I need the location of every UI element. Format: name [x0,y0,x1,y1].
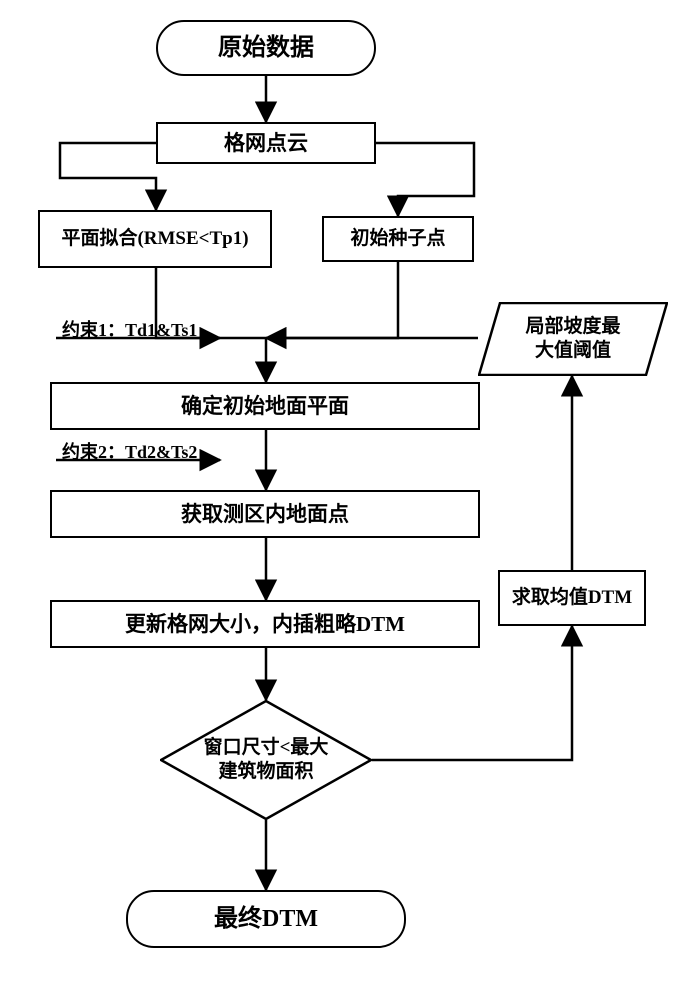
node-fit: 平面拟合(RMSE<Tp1) [38,210,272,268]
label-constraint-2-text: 约束2：Td2&Ts2 [62,442,197,462]
node-seed: 初始种子点 [322,216,474,262]
node-grid: 格网点云 [156,122,376,164]
connector-grid-to-seed [376,143,474,216]
node-slope: 局部坡度最 大值阈值 [478,302,668,376]
node-fit-text: 平面拟合(RMSE<Tp1) [61,227,248,251]
label-constraint-1: 约束1：Td1&Ts1 [62,316,197,342]
label-constraint-2: 约束2：Td2&Ts2 [62,438,197,464]
node-slope-text: 局部坡度最 大值阈值 [525,315,620,363]
node-update-text: 更新格网大小，内插粗略DTM [125,611,405,637]
node-avg: 求取均值DTM [498,570,646,626]
node-end-text: 最终DTM [214,904,318,934]
node-grid-text: 格网点云 [224,130,308,156]
node-decide: 窗口尺寸<最大 建筑物面积 [160,700,372,820]
node-plane: 确定初始地面平面 [50,382,480,430]
node-end: 最终DTM [126,890,406,948]
connector-seed-down [266,262,398,338]
node-seed-text: 初始种子点 [350,227,445,251]
node-start: 原始数据 [156,20,376,76]
node-ground: 获取测区内地面点 [50,490,480,538]
node-decide-text: 窗口尺寸<最大 建筑物面积 [204,736,329,784]
node-avg-text: 求取均值DTM [512,586,632,610]
connector-grid-to-fit [60,143,156,210]
node-ground-text: 获取测区内地面点 [181,501,349,527]
node-update: 更新格网大小，内插粗略DTM [50,600,480,648]
flowchart-canvas: 原始数据 格网点云 平面拟合(RMSE<Tp1) 初始种子点 确定初始地面平面 … [0,0,688,1000]
label-constraint-1-text: 约束1：Td1&Ts1 [62,320,197,340]
node-start-text: 原始数据 [218,33,314,63]
node-plane-text: 确定初始地面平面 [181,393,349,419]
